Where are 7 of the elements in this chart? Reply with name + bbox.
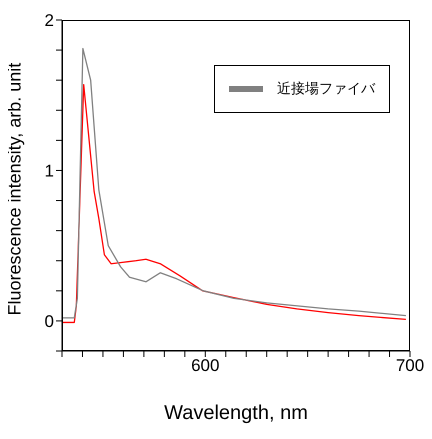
y-tick-label: 2 [44,11,54,30]
y-tick-label: 1 [44,161,54,180]
x-axis-title: Wavelength, nm [164,402,308,424]
y-tick-label: 0 [44,312,54,331]
legend-label: 近接場ファイバ [277,80,375,98]
x-tick-label: 600 [191,356,220,376]
x-tick-label: 700 [396,356,424,376]
